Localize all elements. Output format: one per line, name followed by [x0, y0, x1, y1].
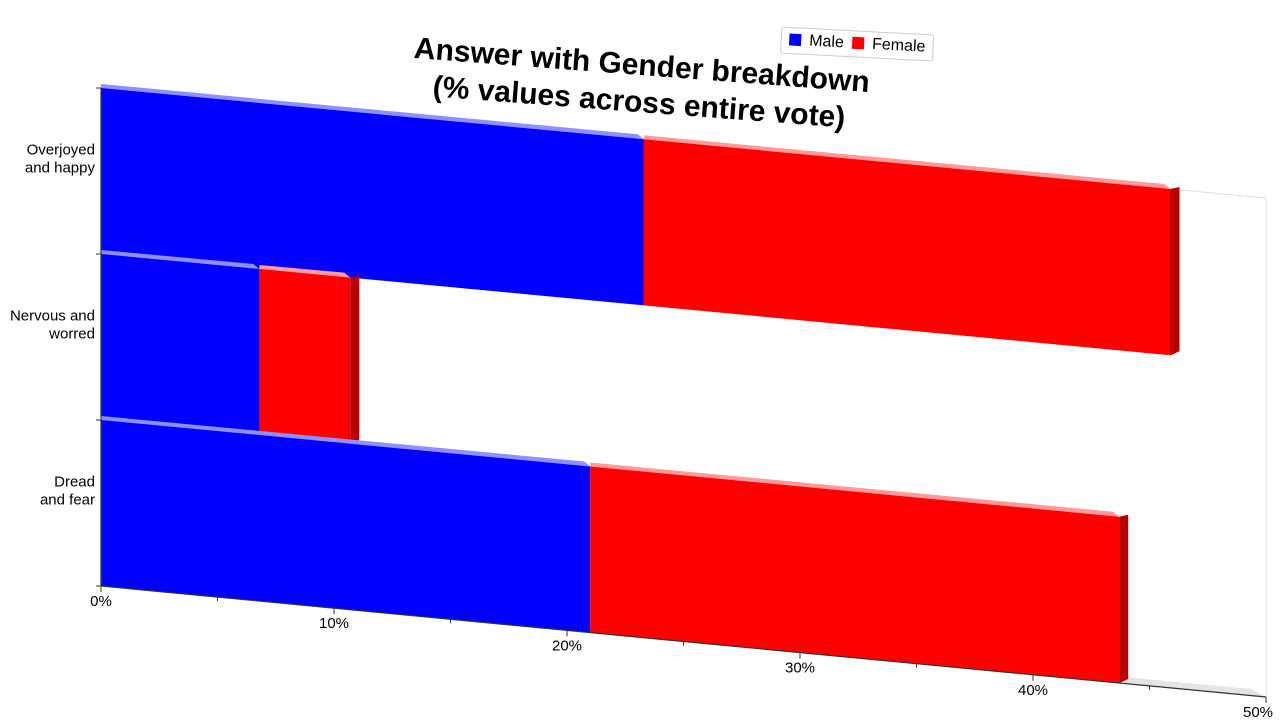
bar-end-female-0: [1170, 187, 1180, 356]
legend-swatch-male: [788, 33, 802, 47]
bar-group-2: [101, 416, 1129, 683]
category-label-0: Overjoyed and happy: [25, 142, 96, 177]
x-tick-label: 10%: [319, 615, 349, 632]
bar-end-female-2: [1119, 514, 1129, 683]
bar-male-0: [101, 88, 644, 306]
x-axis-ticks: 0% 10% 20% 30% 40% 50%: [90, 586, 1273, 720]
bar-male-1: [101, 254, 260, 436]
legend-label-female: Female: [872, 36, 926, 56]
bar-group-0: [101, 84, 1180, 356]
x-tick-label: 40%: [1018, 682, 1048, 699]
y-axis-category-labels: Overjoyed and happy Nervous and worred Dread…: [10, 142, 96, 509]
legend-label-male: Male: [809, 33, 845, 52]
bar-end-female-1: [350, 275, 360, 444]
bar-top-female-0: [643, 135, 1171, 189]
bar-top-male-0: [101, 84, 644, 140]
bar-top-female-2: [590, 462, 1120, 517]
bar-top-female-1: [259, 265, 351, 278]
legend: Male Female: [780, 26, 935, 62]
x-tick-label: 50%: [1243, 704, 1273, 720]
bar-female-1: [259, 269, 351, 444]
bar-female-0: [643, 139, 1171, 356]
category-label-2: Dread and fear: [40, 474, 95, 509]
bar-female-2: [590, 466, 1120, 683]
x-tick-label: 20%: [552, 637, 582, 654]
bars: [101, 84, 1180, 683]
legend-swatch-female: [851, 36, 865, 50]
bar-top-male-1: [101, 250, 260, 269]
x-tick-label: 30%: [785, 660, 815, 677]
x-tick-label: 0%: [90, 593, 112, 610]
bar-male-2: [101, 420, 591, 633]
bar-group-1: [101, 250, 360, 444]
bar-top-male-2: [101, 416, 591, 467]
category-label-1: Nervous and worred: [10, 308, 95, 343]
